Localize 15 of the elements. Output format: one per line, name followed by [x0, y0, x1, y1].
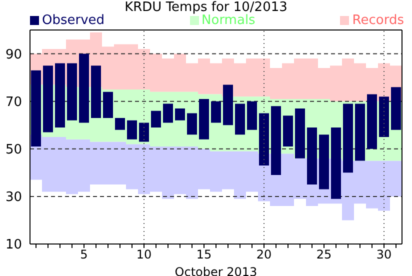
x-tick-label: 30 [376, 248, 392, 262]
y-tick-label: 90 [5, 47, 22, 62]
x-tick-label: 20 [256, 248, 272, 262]
x-tick-label: 15 [196, 248, 212, 262]
x-tick-label: 10 [136, 248, 152, 262]
chart-title: KRDU Temps for 10/2013 [124, 0, 288, 15]
legend-label: Observed [41, 13, 105, 28]
legend-label: Normals [202, 13, 256, 28]
x-axis-title: October 2013 [174, 265, 258, 276]
y-tick-label: 30 [5, 190, 22, 206]
y-tick-label: 70 [5, 94, 22, 110]
y-tick-label: 50 [5, 142, 22, 158]
legend-label: Records [351, 13, 404, 28]
x-tick-label: 25 [316, 248, 332, 262]
x-tick-label: 5 [80, 248, 88, 262]
